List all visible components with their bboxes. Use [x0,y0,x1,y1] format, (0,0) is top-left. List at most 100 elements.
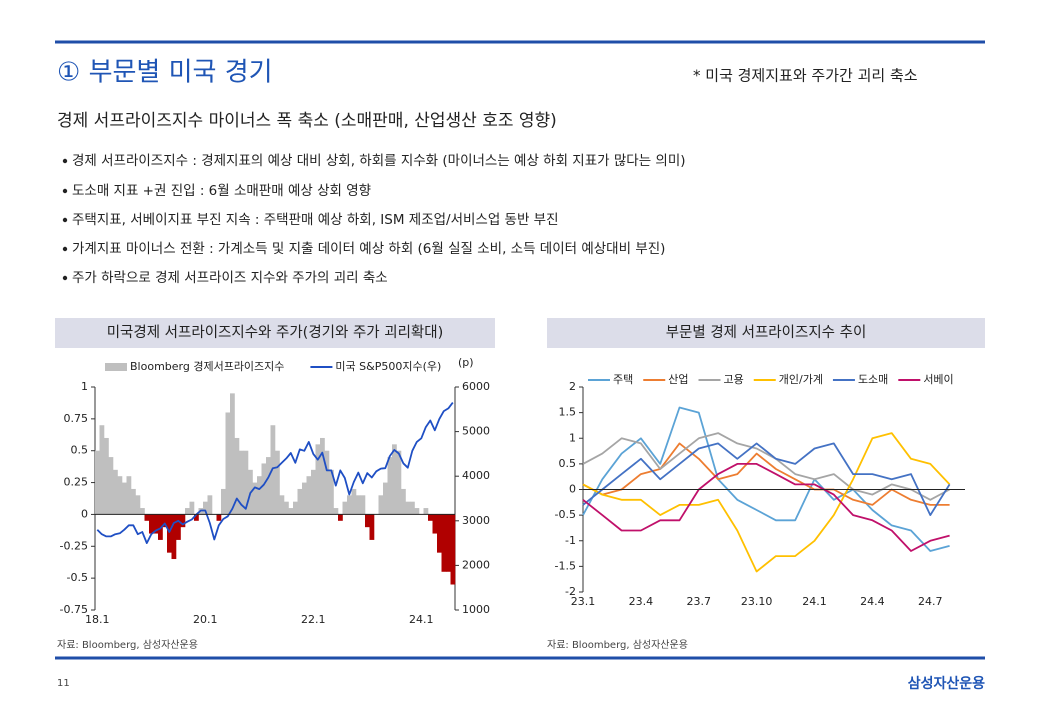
legend-label: 산업 [668,373,688,386]
bar [410,501,415,515]
y-tick-label: 0.5 [71,444,89,457]
bar [428,514,433,521]
bar [284,501,289,515]
bar [252,482,258,515]
x-tick-label: 23.4 [629,595,654,608]
y-tick-label: 0 [81,507,88,520]
bar [297,488,303,515]
bar [306,476,312,515]
bar [149,514,154,534]
bar [171,514,177,560]
bar [234,437,240,515]
y-tick-label: -1.5 [555,559,576,572]
bar [144,514,150,521]
legend-label: 도소매 [858,373,888,386]
y2-axis-label: (p) [458,356,474,369]
legend-label: 미국 S&P500지수(우) [335,360,441,373]
x-tick-label: 24.7 [918,595,943,608]
bar [162,514,168,528]
bar [441,514,447,572]
y2-tick-label: 5000 [462,425,490,438]
bar [378,495,384,515]
bar [315,444,321,515]
bar [104,437,109,515]
bullet-dot [62,246,68,252]
bullet-dot [62,158,68,164]
y-tick-label: 0.5 [559,457,577,470]
series-line [96,402,454,544]
bar [203,501,208,515]
bar [356,495,361,515]
bar [288,508,294,515]
bar [311,469,316,515]
bar [360,495,366,515]
bar [401,488,406,515]
x-tick-label: 23.7 [687,595,712,608]
y-tick-label: 1.5 [559,406,577,419]
bar [153,514,159,534]
bar [383,482,388,515]
legend-label: 서베이 [923,373,953,386]
bar [117,476,123,515]
bar [423,508,429,515]
x-tick-label: 22.1 [301,613,326,626]
bar [414,508,420,515]
page-title: ① 부문별 미국 경기 [57,58,273,88]
bar [342,501,348,515]
bar [225,412,231,515]
bar [333,508,339,515]
bar [450,514,456,585]
x-tick-label: 23.1 [571,595,596,608]
y-tick-label: 0 [569,483,576,496]
y-tick-label: 1 [81,380,88,393]
bar [194,514,199,521]
x-tick-label: 24.1 [409,613,434,626]
bullet-text: 주택지표, 서베이지표 부진 지속 : 주택판매 예상 하회, ISM 제조업/… [72,212,559,228]
page-number: 11 [57,678,70,689]
bar [257,476,262,515]
x-tick-label: 18.1 [85,613,110,626]
bar [405,501,411,515]
bar [167,514,172,553]
bullet-text: 가계지표 마이너스 전환 : 가계소득 및 지출 데이터 예상 하회 (6월 실… [72,241,665,257]
bar [243,450,249,515]
bar [396,450,402,515]
bar [180,514,186,528]
series-line [582,432,951,573]
bar [126,476,132,515]
bullet-dot [62,275,68,281]
y-tick-label: -1 [565,534,576,547]
series-line [582,442,951,516]
bar [176,514,181,540]
legend-swatch [105,363,127,371]
bar [140,508,145,515]
y-tick-label: -2 [565,585,576,598]
bar [221,488,226,515]
y-tick-label: -0.5 [67,571,88,584]
bar [446,514,451,572]
y2-tick-label: 4000 [462,469,490,482]
y-tick-label: 0.25 [64,476,89,489]
x-tick-label: 20.1 [193,613,218,626]
source: 자료: Bloomberg, 삼성자산운용 [547,639,688,651]
chart-title: 부문별 경제 서프라이즈지수 추이 [666,324,867,341]
y-tick-label: -0.25 [60,539,88,552]
bullet-dot [62,217,68,223]
bar [131,488,136,515]
x-tick-label: 24.4 [860,595,885,608]
bar [347,495,352,515]
bar [320,437,325,515]
bar [324,450,330,515]
bar [189,501,195,515]
bar [293,501,298,515]
bar [108,457,114,515]
bar [95,450,100,515]
bar [302,482,307,515]
brand: 삼성자산운용 [908,675,985,692]
bar [207,495,213,515]
x-tick-label: 23.10 [741,595,773,608]
bullet-dot [62,188,68,194]
x-tick-label: 24.1 [802,595,827,608]
bar [230,393,235,515]
